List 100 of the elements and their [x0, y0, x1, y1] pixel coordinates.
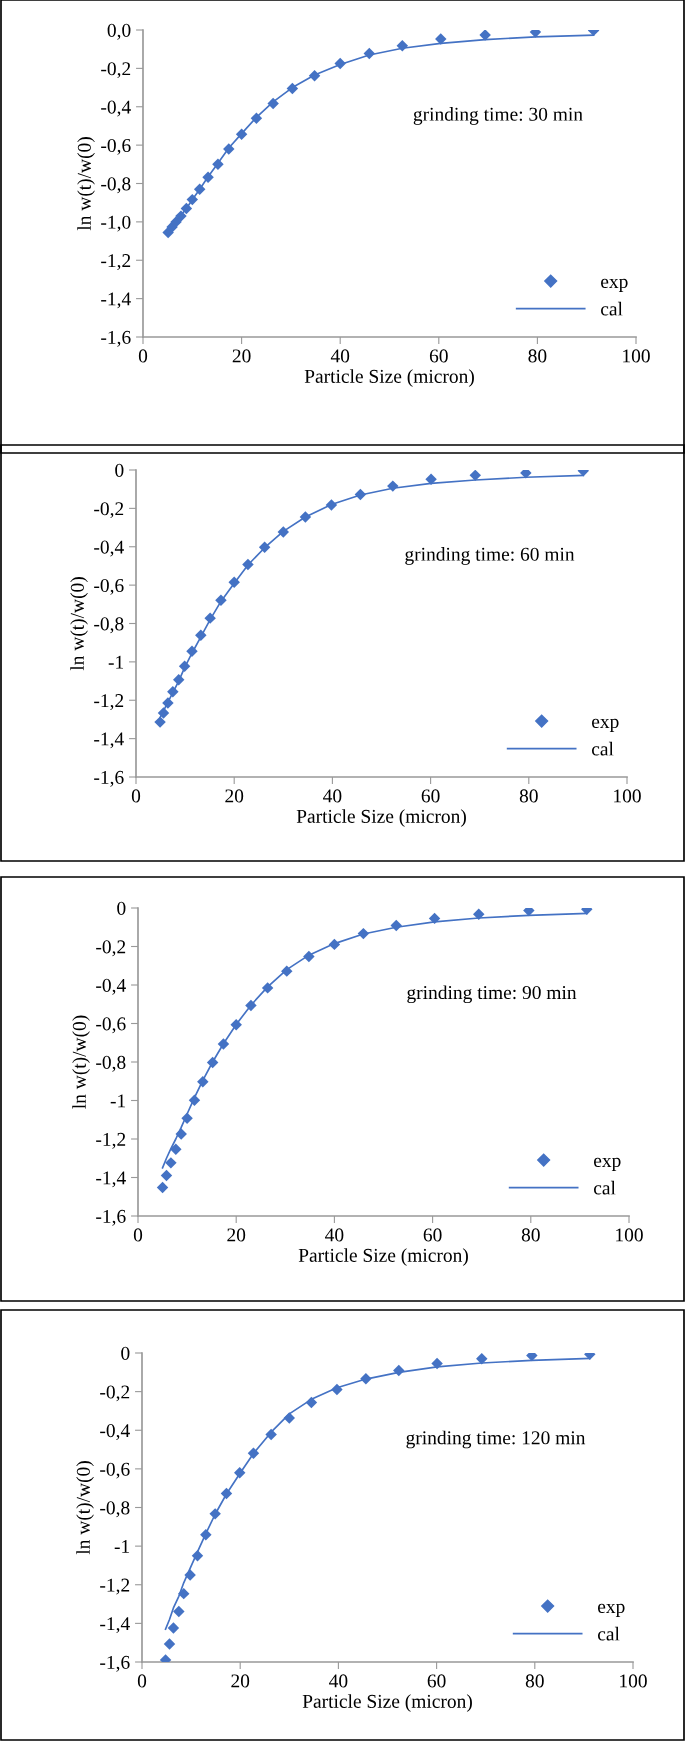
y-tick-label: -1,4	[94, 732, 124, 749]
point	[334, 57, 346, 70]
x-axis-title: Particle Size (micron)	[304, 369, 474, 387]
legend-label: exp	[594, 1157, 621, 1172]
point	[283, 1412, 296, 1424]
x-tick-label: 80	[521, 1228, 540, 1242]
y-tick-label: 0	[117, 901, 126, 915]
point	[250, 112, 263, 124]
legend-label: cal	[591, 741, 614, 756]
point	[230, 1018, 242, 1031]
point	[299, 511, 312, 523]
y-tick-label: 0,0	[107, 23, 131, 40]
x-tick-label: 60	[423, 1228, 442, 1242]
y-tick-label: -0,4	[100, 1424, 130, 1440]
y-tick-label: 0	[121, 1346, 130, 1360]
point	[233, 1467, 246, 1479]
x-tick-label: 40	[325, 1228, 344, 1242]
x-tick-label: 100	[614, 789, 641, 803]
point	[170, 216, 182, 228]
y-tick-label: -1,0	[101, 215, 131, 232]
x-tick-label: 100	[620, 1674, 647, 1688]
y-tick-label: -0,6	[96, 1017, 126, 1034]
point	[286, 82, 299, 95]
x-tick-label: 20	[232, 349, 251, 363]
y-tick-label: -1,2	[101, 254, 131, 270]
y-tick-label: -1,6	[94, 770, 124, 787]
y-tick-label: -0,4	[101, 100, 131, 117]
y-tick-label: -0,4	[96, 978, 126, 995]
y-tick-label: -1,2	[94, 694, 124, 710]
y-tick-label: -0,6	[101, 138, 131, 155]
point	[308, 69, 321, 82]
point	[305, 1396, 318, 1409]
point	[191, 1550, 204, 1562]
point	[178, 1587, 190, 1600]
y-tick-label: -1,4	[100, 1617, 130, 1634]
x-tick-label: 100	[623, 349, 650, 363]
point	[206, 1056, 219, 1069]
point	[247, 1447, 260, 1459]
y-tick-label: -0,8	[94, 617, 124, 634]
point	[165, 1157, 177, 1169]
legend-label: cal	[601, 301, 623, 316]
legend-label: exp	[592, 718, 619, 733]
point	[387, 480, 399, 492]
point	[184, 1569, 196, 1581]
y-axis-title: ln w(t)/w(0)	[77, 137, 95, 231]
x-tick-label: 20	[231, 1674, 250, 1688]
point	[360, 1372, 372, 1385]
x-tick-label: 80	[519, 789, 538, 803]
legend-label: exp	[598, 1603, 625, 1618]
x-tick-label: 80	[525, 1674, 544, 1688]
point	[195, 629, 207, 641]
y-tick-label: -1	[108, 655, 124, 669]
point	[163, 1638, 176, 1650]
point	[172, 673, 185, 686]
point	[193, 183, 206, 195]
point	[215, 594, 227, 607]
point	[173, 1605, 185, 1618]
point	[154, 716, 166, 728]
y-tick-label: -1,2	[100, 1578, 130, 1595]
point	[261, 982, 274, 994]
point	[428, 912, 441, 925]
point	[431, 1357, 443, 1370]
x-axis-title: Particle Size (micron)	[298, 1248, 468, 1266]
x-tick-label: 0	[137, 1674, 147, 1688]
point	[281, 965, 293, 977]
point	[265, 1428, 277, 1441]
point	[303, 950, 315, 963]
point	[156, 1181, 169, 1194]
point	[354, 488, 367, 501]
point	[180, 202, 193, 215]
point	[267, 97, 279, 110]
point	[202, 171, 214, 183]
point	[520, 470, 532, 479]
point	[217, 1038, 230, 1050]
point	[209, 1508, 221, 1520]
point	[223, 143, 235, 155]
point	[476, 1353, 488, 1365]
point	[435, 33, 447, 45]
legend-label: exp	[601, 278, 628, 293]
point	[175, 1128, 187, 1140]
y-tick-label: -0,2	[94, 502, 124, 519]
y-tick-label: -0,2	[100, 1385, 130, 1402]
x-tick-label: 40	[329, 1674, 348, 1688]
y-tick-label: 0	[115, 463, 124, 477]
x-tick-label: 40	[323, 789, 342, 803]
point	[197, 1076, 209, 1088]
y-tick-label: -1,4	[101, 292, 131, 309]
x-tick-label: 0	[138, 349, 148, 363]
point	[393, 1364, 405, 1377]
y-tick-label: -1,6	[96, 1209, 126, 1226]
point	[277, 526, 290, 538]
y-tick-label: -1	[110, 1094, 126, 1108]
legend-label: cal	[597, 1626, 620, 1641]
y-axis-title: ln w(t)/w(0)	[72, 1015, 90, 1109]
y-axis-title: ln w(t)/w(0)	[70, 577, 88, 671]
x-tick-label: 0	[131, 789, 141, 803]
y-tick-label: -0,6	[94, 578, 124, 595]
point	[228, 576, 240, 588]
point	[469, 470, 482, 482]
point	[186, 193, 199, 206]
